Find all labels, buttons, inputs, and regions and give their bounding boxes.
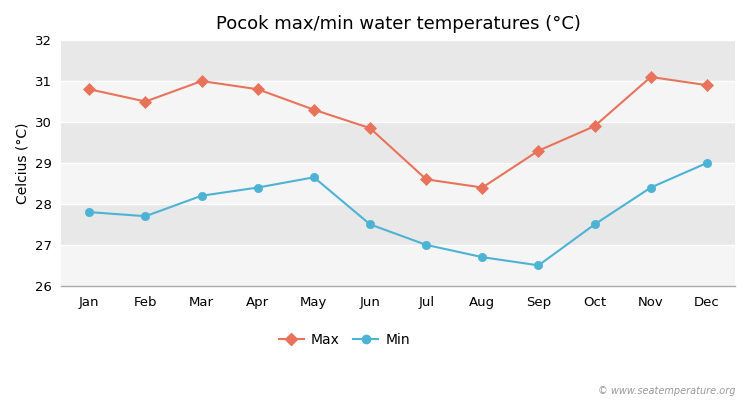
Bar	[62, 245, 735, 286]
Max	[422, 177, 430, 182]
Min	[254, 185, 262, 190]
Max	[85, 87, 94, 92]
Max	[254, 87, 262, 92]
Min	[310, 175, 319, 180]
Bar	[62, 122, 735, 163]
Bar	[62, 40, 735, 81]
Title: Pocok max/min water temperatures (°C): Pocok max/min water temperatures (°C)	[216, 15, 580, 33]
Line: Max: Max	[86, 73, 711, 192]
Max	[310, 107, 319, 112]
Min	[478, 255, 487, 260]
Bar	[62, 163, 735, 204]
Max	[590, 124, 599, 128]
Max	[365, 126, 374, 130]
Legend: Max, Min: Max, Min	[273, 327, 416, 352]
Max	[197, 79, 206, 84]
Max	[534, 148, 543, 153]
Min	[534, 263, 543, 268]
Bar	[62, 204, 735, 245]
Min	[365, 222, 374, 227]
Min	[141, 214, 150, 219]
Text: © www.seatemperature.org: © www.seatemperature.org	[598, 386, 735, 396]
Min	[422, 242, 430, 247]
Min	[646, 185, 656, 190]
Line: Min: Min	[86, 159, 711, 270]
Max	[703, 83, 712, 88]
Max	[141, 99, 150, 104]
Bar	[62, 81, 735, 122]
Y-axis label: Celcius (°C): Celcius (°C)	[15, 122, 29, 204]
Min	[590, 222, 599, 227]
Min	[703, 160, 712, 165]
Max	[646, 74, 656, 79]
Min	[85, 210, 94, 214]
Max	[478, 185, 487, 190]
Min	[197, 193, 206, 198]
